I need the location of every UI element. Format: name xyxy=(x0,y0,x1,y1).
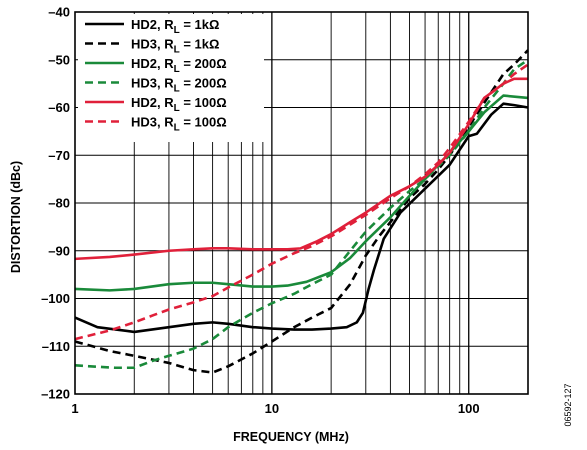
x-tick-label: 100 xyxy=(458,401,480,416)
figure-id: 06592-127 xyxy=(563,383,573,426)
series-lines xyxy=(74,49,529,374)
y-tick-label: –110 xyxy=(42,339,70,354)
y-tick-label: –70 xyxy=(48,148,70,163)
legend-label: HD3, RL = 100Ω xyxy=(131,115,227,134)
y-tick-label: –60 xyxy=(48,100,70,115)
y-tick-labels: –40 –50 –60 –70 –80 –90 –100 –110 –120 xyxy=(41,5,70,402)
legend-background xyxy=(78,14,264,142)
series-line-2 xyxy=(74,49,529,374)
y-tick-label: –80 xyxy=(48,196,70,211)
series-line-1 xyxy=(74,102,529,334)
x-tick-labels: 1 10 100 xyxy=(71,401,479,416)
plot-frame xyxy=(74,11,529,395)
y-tick-label: –50 xyxy=(48,52,70,67)
y-tick-label: –90 xyxy=(48,243,70,258)
y-tick-label: –120 xyxy=(41,387,70,402)
legend-label: HD3, RL = 1kΩ xyxy=(131,37,219,56)
y-tick-label: –40 xyxy=(48,5,70,20)
legend-label: HD2, RL = 100Ω xyxy=(131,95,227,114)
x-tick-label: 1 xyxy=(71,401,78,416)
legend-label: HD3, RL = 200Ω xyxy=(131,76,227,95)
legend-label: HD2, RL = 1kΩ xyxy=(131,17,219,36)
y-tick-label: –100 xyxy=(41,291,70,306)
series-line-4 xyxy=(74,58,529,370)
series-line-5 xyxy=(74,77,528,261)
y-axis-title: DISTORTION (dBc) xyxy=(9,161,23,273)
series-line-6 xyxy=(74,63,529,341)
x-axis-title: FREQUENCY (MHz) xyxy=(233,430,349,444)
x-tick-label: 10 xyxy=(265,401,279,416)
legend-label: HD2, RL = 200Ω xyxy=(131,56,227,75)
